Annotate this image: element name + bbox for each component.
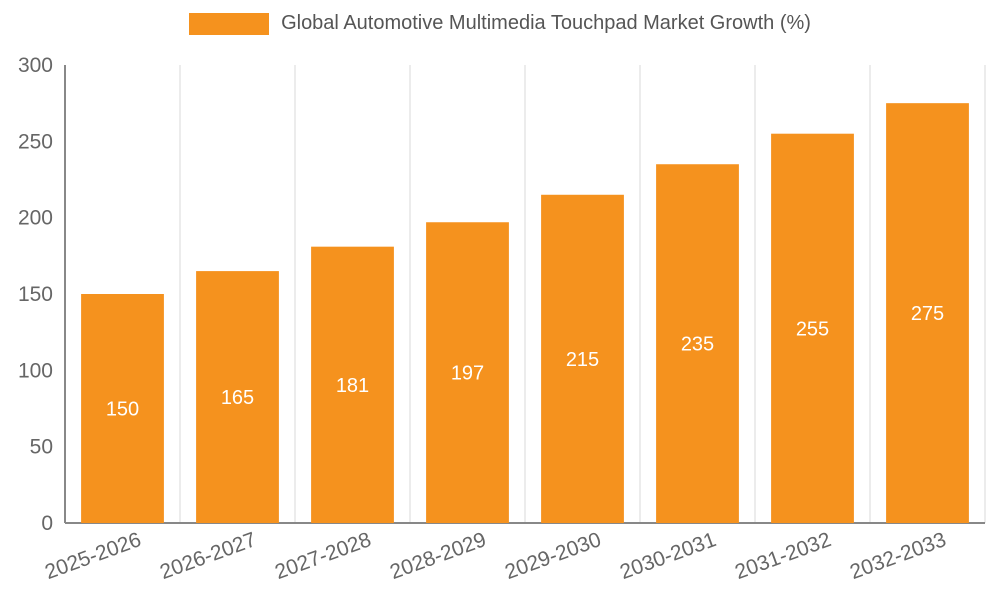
x-axis-tick-label: 2027-2028 — [272, 528, 374, 584]
bar-value-label: 150 — [106, 399, 139, 421]
bar[interactable] — [426, 222, 509, 523]
bar[interactable] — [81, 294, 164, 523]
y-axis-tick-label: 50 — [30, 436, 53, 459]
x-axis-tick-label: 2031-2032 — [732, 528, 834, 584]
bar-value-label: 181 — [336, 375, 369, 397]
bar[interactable] — [311, 246, 394, 523]
bar[interactable] — [196, 271, 279, 523]
x-axis-tick-label: 2025-2026 — [42, 528, 144, 584]
bar[interactable] — [771, 133, 854, 523]
bar-value-label: 235 — [681, 334, 714, 356]
x-axis-tick-label: 2030-2031 — [617, 528, 719, 584]
x-axis-tick-label: 2026-2027 — [157, 528, 259, 584]
bar-value-label: 215 — [566, 349, 599, 371]
y-axis-tick-label: 250 — [18, 130, 53, 153]
y-axis-tick-label: 200 — [18, 207, 53, 230]
bar[interactable] — [656, 164, 739, 523]
bar[interactable] — [541, 194, 624, 523]
legend-label: Global Automotive Multimedia Touchpad Ma… — [281, 12, 811, 34]
y-axis-tick-label: 0 — [41, 512, 53, 535]
chart-legend[interactable]: Global Automotive Multimedia Touchpad Ma… — [0, 12, 1000, 35]
y-axis-tick-label: 100 — [18, 359, 53, 382]
bar-value-label: 165 — [221, 387, 254, 409]
y-axis-tick-label: 300 — [18, 54, 53, 77]
y-axis-tick-label: 150 — [18, 283, 53, 306]
x-axis-tick-label: 2032-2033 — [847, 528, 949, 584]
bar[interactable] — [886, 103, 969, 524]
legend-swatch-icon — [189, 12, 270, 35]
bar-value-label: 197 — [451, 363, 484, 385]
x-axis-tick-label: 2029-2030 — [502, 528, 604, 584]
x-axis-tick-label: 2028-2029 — [387, 528, 489, 584]
bar-value-label: 275 — [911, 303, 944, 325]
bar-value-label: 255 — [796, 318, 829, 340]
